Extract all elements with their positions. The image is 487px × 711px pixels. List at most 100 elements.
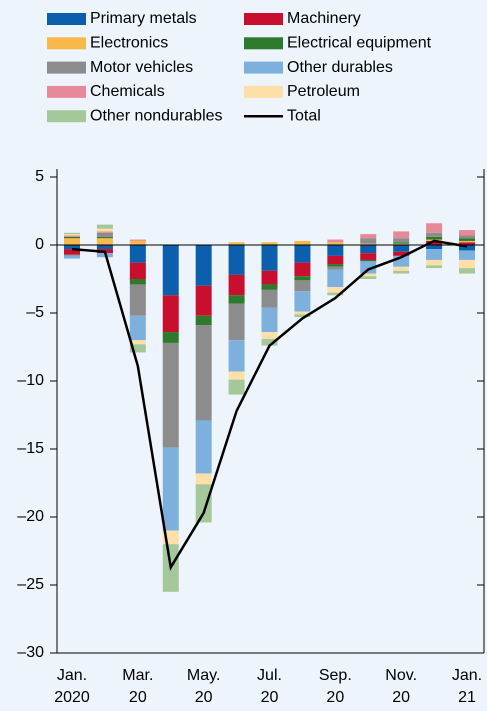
- legend-swatch: [244, 61, 283, 74]
- bar-segment: [195, 325, 212, 421]
- bar-segment: [459, 259, 475, 269]
- bar-segment: [261, 284, 278, 290]
- bar-segment: [96, 228, 113, 232]
- bar-segment: [426, 223, 443, 233]
- bar-segment: [360, 243, 377, 245]
- bar-segment: [129, 262, 146, 279]
- bar-segment: [96, 232, 113, 237]
- bar-segment: [393, 270, 410, 274]
- bar-segment: [426, 265, 443, 269]
- legend-swatch: [244, 13, 283, 25]
- bar-segment: [195, 484, 212, 523]
- bar-segment: [294, 311, 311, 315]
- legend-label: Petroleum: [287, 83, 360, 100]
- bar-segment: [129, 245, 146, 263]
- x-tick-label: Jul.: [257, 667, 282, 684]
- legend-label: Other durables: [287, 59, 393, 76]
- legend-swatch: [47, 85, 86, 98]
- bar-segment: [459, 268, 475, 274]
- bar-segment: [294, 280, 311, 292]
- bar-segment: [327, 242, 344, 245]
- bar-segment: [459, 250, 475, 260]
- bar-segment: [195, 245, 212, 286]
- x-tick-label: 20: [195, 689, 213, 706]
- bar-segment: [360, 253, 377, 260]
- bar-segment: [162, 245, 179, 296]
- bar-segment: [327, 269, 344, 288]
- bar-segment: [327, 264, 344, 267]
- legend-swatch: [47, 61, 86, 74]
- bar-segment: [459, 238, 475, 241]
- bar-segment: [162, 447, 179, 531]
- bar-segment: [162, 295, 179, 333]
- legend-swatch: [47, 37, 86, 50]
- bar-segment: [228, 303, 245, 341]
- legend-label: Electronics: [90, 35, 168, 52]
- bar-segment: [360, 259, 377, 262]
- bar-segment: [360, 245, 377, 254]
- bar-segment: [96, 224, 113, 229]
- bar-segment: [459, 240, 475, 243]
- bar-segment: [96, 236, 113, 239]
- bar-segment: [393, 238, 410, 243]
- bar-segment: [393, 255, 410, 267]
- bar-segment: [261, 270, 278, 285]
- x-tick-label: Mar.: [122, 667, 153, 684]
- bar-segment: [96, 245, 113, 250]
- y-tick-label: –5: [26, 304, 44, 321]
- bar-segment: [129, 239, 146, 241]
- bar-segment: [228, 340, 245, 372]
- bar-segment: [228, 295, 245, 304]
- bar-segment: [360, 276, 377, 279]
- bar-segment: [64, 235, 80, 237]
- bar-segment: [393, 242, 410, 244]
- x-tick-label: 20: [326, 689, 344, 706]
- bar-segment: [129, 279, 146, 285]
- legend-label: Electrical equipment: [287, 35, 432, 52]
- bar-segment: [261, 332, 278, 339]
- legend-swatch: [244, 37, 283, 50]
- bar-segment: [393, 245, 410, 252]
- bar-segment: [261, 245, 278, 271]
- x-tick-label: 20: [261, 689, 279, 706]
- y-tick-label: –10: [17, 372, 44, 389]
- bar-segment: [162, 332, 179, 343]
- bar-segment: [393, 243, 410, 245]
- legend-label: Total: [287, 107, 321, 124]
- bar-segment: [393, 231, 410, 239]
- y-tick-label: 5: [35, 168, 44, 185]
- bar-segment: [261, 307, 278, 333]
- bar-segment: [261, 289, 278, 308]
- bar-segment: [228, 371, 245, 380]
- bar-segment: [294, 245, 311, 263]
- bar-segment: [360, 261, 377, 274]
- y-tick-label: 0: [35, 236, 44, 253]
- legend-label: Motor vehicles: [90, 59, 193, 76]
- legend-swatch: [47, 110, 86, 123]
- bar-segment: [162, 342, 179, 448]
- bar-segment: [426, 240, 443, 245]
- x-tick-label: Nov.: [385, 667, 417, 684]
- bar-segment: [426, 236, 443, 240]
- bar-segment: [294, 240, 311, 245]
- bar-segment: [64, 238, 80, 245]
- x-tick-label: 20: [392, 689, 410, 706]
- legend-swatch: [47, 13, 86, 25]
- bar-segment: [228, 242, 245, 245]
- bar-segment: [228, 379, 245, 395]
- bar-segment: [426, 249, 443, 260]
- bar-segment: [129, 240, 146, 245]
- bar-segment: [64, 234, 80, 236]
- x-tick-label: 2020: [54, 689, 90, 706]
- x-tick-label: Jan.: [57, 667, 87, 684]
- bar-segment: [228, 245, 245, 275]
- bar-segment: [294, 262, 311, 277]
- bar-segment: [327, 287, 344, 293]
- bar-segment: [195, 315, 212, 326]
- bar-segment: [64, 245, 80, 250]
- x-tick-label: Sep.: [319, 667, 352, 684]
- total-line: [71, 239, 468, 571]
- bar-segment: [228, 274, 245, 296]
